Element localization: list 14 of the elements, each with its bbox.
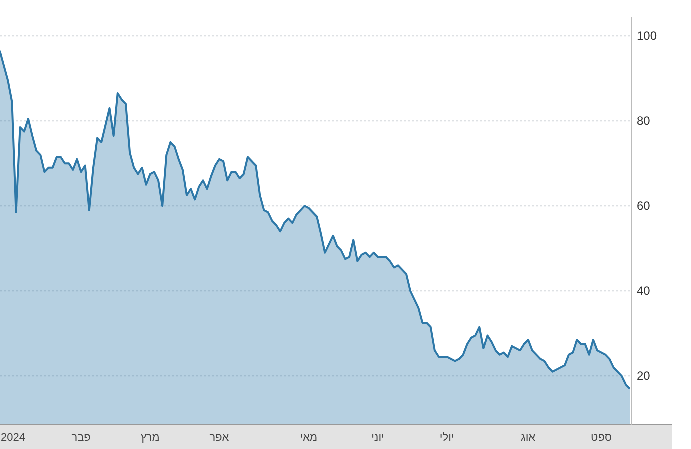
y-tick-label: 80 [637, 114, 651, 128]
y-tick-label: 20 [637, 369, 651, 384]
x-tick-label: 2024 [1, 432, 26, 444]
x-tick-label: מאי [300, 432, 318, 444]
y-tick-label: 40 [637, 284, 651, 298]
y-tick-label: 100 [637, 29, 658, 44]
y-tick-label: 60 [637, 199, 651, 214]
x-tick-label: ספט [591, 432, 612, 444]
x-tick-label: אוג [521, 432, 536, 444]
x-tick-label: פבר [72, 432, 92, 444]
x-tick-label: יולי [440, 432, 454, 444]
x-tick-label: אפר [210, 432, 230, 444]
x-tick-label: מרץ [140, 432, 160, 444]
x-tick-label: יוני [372, 432, 384, 444]
